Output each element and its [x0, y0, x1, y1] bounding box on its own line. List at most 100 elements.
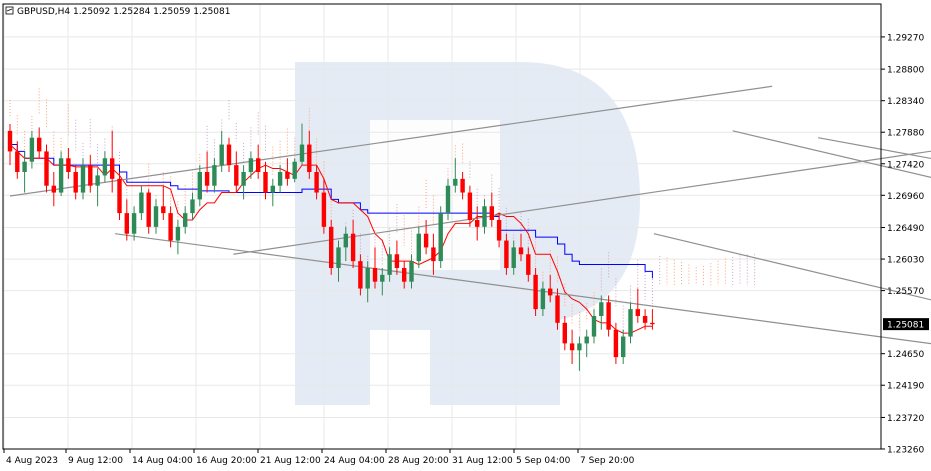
candle-body [460, 178, 465, 193]
candle-body [329, 226, 334, 268]
candle-body [606, 302, 611, 330]
y-tick-label: 1.26030 [887, 256, 924, 266]
y-tick-label: 1.24650 [887, 350, 924, 360]
x-tick-label: 4 Aug 2023 [6, 456, 58, 466]
candle-body [117, 178, 122, 214]
kijun-line [10, 144, 653, 279]
candle-body [423, 233, 429, 248]
candle-body [197, 171, 202, 200]
candle-body [431, 247, 436, 262]
indicator-lines [9, 144, 653, 334]
candle-body [336, 247, 341, 268]
candle-body [504, 240, 509, 268]
candle-body [299, 144, 305, 162]
candle-body [153, 206, 159, 227]
candle-body [204, 171, 210, 186]
candle-body [190, 199, 195, 214]
trendline [9, 85, 773, 197]
candle-body [80, 165, 86, 193]
y-tick-label: 1.26960 [887, 192, 924, 202]
candle-body [241, 171, 246, 186]
candle-body [358, 261, 363, 289]
candle-body [518, 247, 524, 255]
candle-body [234, 165, 239, 186]
candle-body [226, 144, 232, 166]
candle-body [635, 309, 640, 316]
candle-body [307, 144, 312, 172]
candle-body [183, 213, 188, 227]
trendlines [9, 85, 931, 345]
candle-body [44, 151, 49, 186]
y-tick-label: 1.23260 [887, 446, 924, 456]
candle-body [453, 178, 458, 186]
candle-body [409, 261, 414, 282]
candle-body [511, 247, 516, 268]
candle-body [175, 226, 181, 241]
y-tick-label: 1.28800 [887, 66, 924, 76]
tenkan-line [9, 144, 653, 334]
candle-body [533, 274, 538, 310]
chart-title-text: GBPUSD,H4 1.25092 1.25284 1.25059 1.2508… [17, 7, 230, 17]
chart-title: GBPUSD,H4 1.25092 1.25284 1.25059 1.2508… [5, 6, 230, 17]
x-tick-label: 5 Sep 04:00 [516, 456, 571, 466]
candle-body [642, 315, 648, 323]
candle-body [569, 343, 575, 351]
candle-body [584, 336, 589, 344]
candle-body [139, 192, 144, 214]
candle-body [88, 165, 93, 186]
candle-body [475, 219, 480, 227]
candle-body [416, 233, 421, 262]
candle-body [66, 158, 71, 172]
candle-body [146, 192, 151, 227]
plot-border [2, 3, 882, 450]
grid [3, 4, 881, 450]
current-price-box [883, 318, 929, 331]
candle-body [73, 171, 78, 193]
candle-body [402, 267, 407, 282]
candle-body [445, 185, 451, 214]
candle-body [467, 192, 473, 220]
candle-body [110, 158, 115, 179]
candle-body [613, 329, 619, 358]
y-tick-label: 1.23720 [887, 414, 924, 424]
candle-body [350, 233, 356, 262]
trendline [653, 233, 931, 301]
candle-body [131, 213, 137, 234]
candle-body [394, 254, 400, 268]
candle-body [95, 175, 100, 186]
x-tick-label: 16 Aug 20:00 [196, 456, 257, 466]
candle-body [102, 158, 108, 176]
candle-body [650, 322, 655, 325]
candle-body [292, 161, 297, 179]
candle-body [37, 137, 42, 152]
y-tick-label: 1.28340 [887, 97, 924, 107]
x-tick-label: 14 Aug 04:00 [132, 456, 193, 466]
x-tick-label: 9 Aug 12:00 [68, 456, 123, 466]
candle-body [555, 295, 560, 323]
candle-body [248, 158, 254, 172]
y-axis: 1.29270 1.28800 1.28340 1.27880 1.27420 1.269… [881, 33, 929, 456]
candle-body [270, 185, 275, 193]
candle-body [496, 219, 502, 241]
x-tick-label: 28 Aug 20:00 [388, 456, 449, 466]
y-tick-label: 1.24190 [887, 382, 924, 392]
trendline [732, 130, 931, 179]
x-axis: 4 Aug 2023 9 Aug 12:00 14 Aug 04:00 16 Aug … [3, 449, 635, 466]
chart-window-icon [5, 6, 14, 15]
candle-body [548, 288, 553, 296]
candle-body [482, 206, 487, 227]
candle-body [540, 288, 546, 310]
candle-body [372, 267, 378, 282]
current-price-label: 1.25081 [887, 321, 924, 331]
candle-body [526, 254, 531, 275]
candle-body [22, 161, 27, 172]
candle-body [285, 171, 290, 179]
candle-body [168, 213, 173, 241]
candle-body [489, 206, 494, 220]
candle-body [7, 130, 13, 152]
y-tick-label: 1.25570 [887, 287, 924, 297]
candle-body [365, 267, 370, 289]
candle-body [29, 137, 35, 162]
